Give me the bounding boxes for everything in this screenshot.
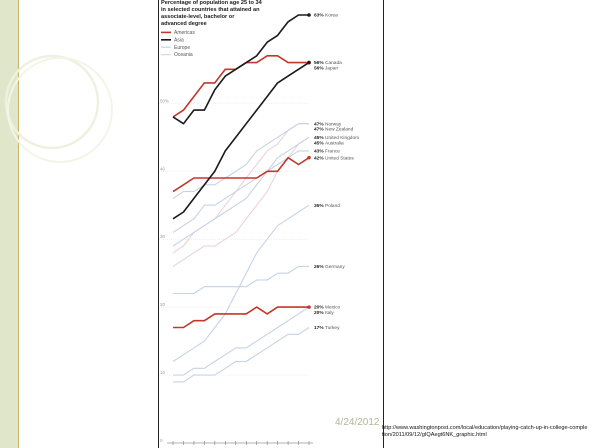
end-label-country-germany: Germany — [325, 264, 345, 270]
end-label-value-italy: 20% — [314, 310, 324, 316]
series-line-turkey — [173, 327, 310, 383]
y-tick-label: 50% — [160, 98, 169, 103]
end-label-value-germany: 26% — [314, 264, 324, 270]
x-axis — [167, 441, 313, 445]
end-label-value-united-kingdom: 45% — [314, 135, 324, 141]
end-label-value-norway: 47% — [314, 121, 324, 127]
end-label-value-new-zealand: 47% — [314, 127, 324, 133]
end-label-value-poland: 35% — [314, 203, 324, 209]
end-label-country-france: France — [325, 148, 340, 154]
y-tick-label: 10 — [160, 370, 166, 375]
series-end-dot-korea — [307, 13, 311, 17]
end-label-value-mexico: 20% — [314, 305, 324, 311]
series-line-germany — [173, 265, 309, 295]
end-label-value-canada: 56% — [314, 60, 324, 66]
end-label-value-australia: 45% — [314, 140, 324, 146]
slide-side-band — [0, 0, 18, 448]
end-label-value-turkey: 17% — [314, 325, 324, 331]
y-tick-label: 40 — [160, 166, 166, 171]
end-label-country-mexico: Mexico — [325, 305, 341, 311]
end-label-country-united-states: United States — [325, 155, 354, 161]
series-line-korea — [172, 14, 309, 125]
series-end-dot-mexico — [307, 305, 311, 309]
end-label-value-united-states: 42% — [314, 155, 324, 161]
y-tick-label: 20 — [160, 302, 166, 307]
chart-title-line-3: associate-level, bachelor or — [161, 14, 235, 20]
chart-frame: Percentage of population age 25 to 34 in… — [158, 0, 384, 448]
series-line-japan — [172, 61, 310, 220]
slide-gold-rule — [18, 0, 19, 448]
legend-label-europe: Europe — [174, 45, 190, 51]
end-label-country-poland: Poland — [325, 203, 340, 209]
end-label-value-france: 43% — [314, 148, 324, 154]
end-label-country-canada: Canada — [325, 60, 342, 66]
chart-title-line-1: Percentage of population age 25 to 34 — [161, 0, 263, 6]
series-end-dot-united-states — [307, 155, 311, 160]
series-line-norway — [172, 123, 309, 199]
series-line-united-states — [172, 156, 310, 193]
chart-title-line-2: in selected countries that attained an — [161, 7, 260, 13]
end-label-value-korea: 63% — [314, 13, 324, 19]
end-label-country-united-kingdom: United Kingdom — [325, 135, 359, 141]
decorative-circles — [4, 54, 113, 163]
end-label-country-norway: Norway — [325, 121, 342, 127]
series-line-poland — [172, 204, 310, 362]
chart-title-line-4: advanced degree — [161, 21, 207, 27]
series-line-united-kingdom — [172, 136, 310, 247]
y-tick-label: 0 — [160, 438, 163, 443]
series-line-mexico — [173, 306, 309, 329]
legend-label-asia: Asia — [174, 37, 184, 43]
chart-gridlines: 50% 40 30 20 10 0 — [159, 98, 309, 443]
slide-date: 4/24/2012 — [335, 417, 380, 428]
end-label-country-turkey: Turkey — [325, 325, 340, 331]
chart-series-lines — [172, 13, 311, 383]
end-label-value-japan: 56% — [314, 66, 324, 72]
y-tick-label: 30 — [160, 234, 166, 239]
series-end-dot-japan — [307, 60, 311, 65]
source-link[interactable]: http://www.washingtonpost.com/local/educ… — [382, 425, 588, 438]
end-label-country-korea: Korea — [325, 13, 338, 19]
legend-label-americas: Americas — [174, 30, 195, 36]
series-line-canada — [172, 54, 309, 118]
series-line-italy — [173, 306, 310, 376]
end-label-country-new-zealand: New Zealand — [325, 127, 354, 133]
end-label-country-australia: Australia — [325, 140, 344, 146]
chart-title: Percentage of population age 25 to 34 in… — [161, 0, 263, 27]
end-label-country-japan: Japan — [325, 66, 338, 72]
line-chart: Percentage of population age 25 to 34 in… — [159, 0, 359, 445]
legend-label-oceania: Oceania — [174, 52, 193, 58]
end-label-country-italy: Italy — [325, 310, 334, 316]
